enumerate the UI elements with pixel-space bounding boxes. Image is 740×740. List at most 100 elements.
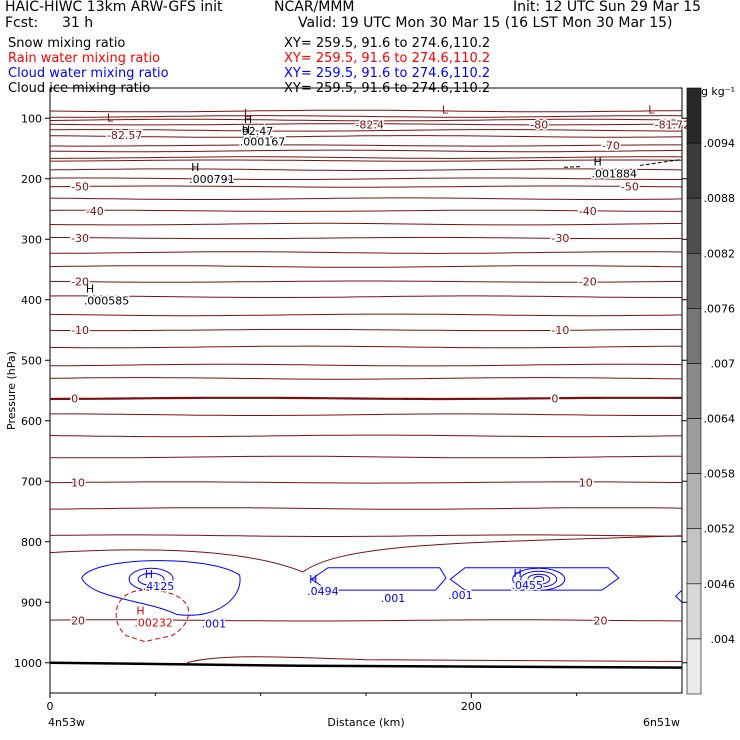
x-tick-label: 200 (461, 700, 482, 713)
cloud-water-contour (310, 567, 447, 591)
extremum-value: .000585 (84, 294, 129, 307)
temperature-contour (49, 265, 683, 268)
model-title: HAIC-HIWC 13km ARW-GFS init (5, 0, 223, 15)
isotherm-contour (49, 619, 682, 622)
cloud-water-label: .001 (448, 589, 473, 602)
colorbar-swatch (686, 142, 702, 199)
extremum-marker: L (648, 103, 655, 116)
extremum-value: .4125 (143, 580, 175, 593)
colorbar-swatch (686, 87, 702, 144)
fcst-value: 31 h (62, 15, 94, 31)
cloud-water-contour (533, 575, 545, 583)
isotherm-contour (50, 144, 682, 147)
contour-label: 0 (551, 392, 558, 405)
temperature-contour (49, 377, 683, 380)
colorbar-swatch (686, 473, 702, 530)
colorbar-label: .004 (711, 633, 736, 646)
y-tick-label: 700 (21, 475, 42, 488)
colorbar-swatch (686, 528, 702, 585)
contour-label: -50 (71, 181, 89, 194)
x-tick-label: 0 (47, 700, 54, 713)
extremum-value: .000791 (189, 173, 235, 186)
y-tick-label: 200 (21, 173, 42, 186)
extremum-value: .0494 (307, 585, 339, 598)
contour-label: 20 (594, 614, 608, 627)
field-name-rain: Rain water mixing ratio (8, 51, 161, 66)
y-tick-label: 500 (21, 354, 42, 367)
contour-label: -30 (551, 232, 569, 245)
cloud-water-label: .001 (381, 592, 406, 605)
colorbar-label: .0094 (704, 137, 736, 150)
rain-water-contour (115, 589, 189, 643)
inversion-contour (49, 535, 683, 573)
cloud-water-contour (674, 589, 683, 603)
temperature-contour (49, 168, 683, 171)
contour-label: -20 (579, 276, 597, 289)
temperature-contour (50, 413, 683, 416)
extremum-value: .000167 (240, 135, 286, 148)
isotherm-contour (49, 481, 682, 484)
y-tick-label: 1000 (14, 657, 42, 670)
extremum-marker: H (594, 155, 602, 168)
contour-label: -70 (602, 139, 620, 152)
y-tick-label: 600 (21, 415, 42, 428)
extremum-marker: L (442, 103, 449, 116)
colorbar-label: .0052 (704, 523, 736, 536)
extremum-marker: H (242, 123, 250, 136)
field-xy-snow: XY= 259.5, 91.6 to 274.6,110.2 (284, 36, 491, 51)
temperature-contour (49, 295, 682, 298)
contour-label: -81.72 (655, 118, 690, 131)
extremum-value: 92.47 (242, 125, 274, 138)
colorbar-label: .0058 (704, 468, 736, 481)
valid-time: Valid: 19 UTC Mon 30 Mar 15 (16 LST Mon … (298, 15, 673, 31)
temperature-contour (50, 156, 683, 159)
field-name-snow: Snow mixing ratio (8, 36, 126, 51)
fcst-label: Fcst: (5, 15, 39, 31)
y-tick-label: 300 (21, 233, 42, 246)
temperature-contour (49, 129, 682, 132)
temperature-contour (49, 197, 683, 200)
surface-line (49, 661, 683, 669)
contour-label: -80 (530, 118, 548, 131)
field-name-cloudwater: Cloud water mixing ratio (8, 66, 169, 81)
extremum-marker: H (191, 161, 199, 174)
contour-label: -82.4 (355, 118, 383, 131)
isotherm-contour (49, 396, 682, 401)
temperature-contour (49, 313, 683, 317)
contour-label: 10 (71, 476, 85, 489)
colorbar-swatch (686, 252, 702, 309)
colorbar-swatch (686, 583, 702, 640)
extremum-marker: H (136, 604, 144, 617)
x-axis-title: Distance (km) (327, 716, 404, 729)
cloud-water-contour (449, 567, 620, 591)
extremum-marker: H (244, 113, 252, 126)
colorbar-label: .0082 (704, 247, 736, 260)
temperature-contour (50, 455, 682, 459)
colorbar-swatch (686, 638, 702, 695)
temperature-contour (49, 222, 683, 226)
extremum-marker: L (244, 107, 251, 120)
contour-label: -10 (551, 324, 569, 337)
temperature-contour (50, 507, 683, 510)
colorbar-label: .0046 (704, 578, 736, 591)
snow-contour (639, 158, 683, 166)
extremum-value: .00232 (134, 616, 173, 629)
extremum-marker: H (309, 573, 317, 586)
x-start-label: 4n53w (48, 716, 85, 729)
extremum-marker: H (145, 568, 153, 581)
cloud-water-contour (520, 570, 558, 588)
cloud-water-label: .001 (202, 617, 227, 630)
colorbar-label: .007 (711, 357, 736, 370)
cloud-water-contour (137, 572, 165, 586)
colorbar-label: .0076 (704, 302, 736, 315)
y-axis-title: Pressure (hPa) (5, 351, 18, 430)
contour-label: -20 (71, 276, 89, 289)
contour-label: -10 (71, 324, 89, 337)
isotherm-contour (49, 123, 683, 126)
colorbar-label: .0088 (704, 192, 736, 205)
colorbar-units: g kg⁻¹ (701, 85, 735, 98)
isotherm-contour (49, 280, 683, 283)
temperature-contour (49, 109, 683, 113)
isotherm-contour (49, 185, 683, 188)
